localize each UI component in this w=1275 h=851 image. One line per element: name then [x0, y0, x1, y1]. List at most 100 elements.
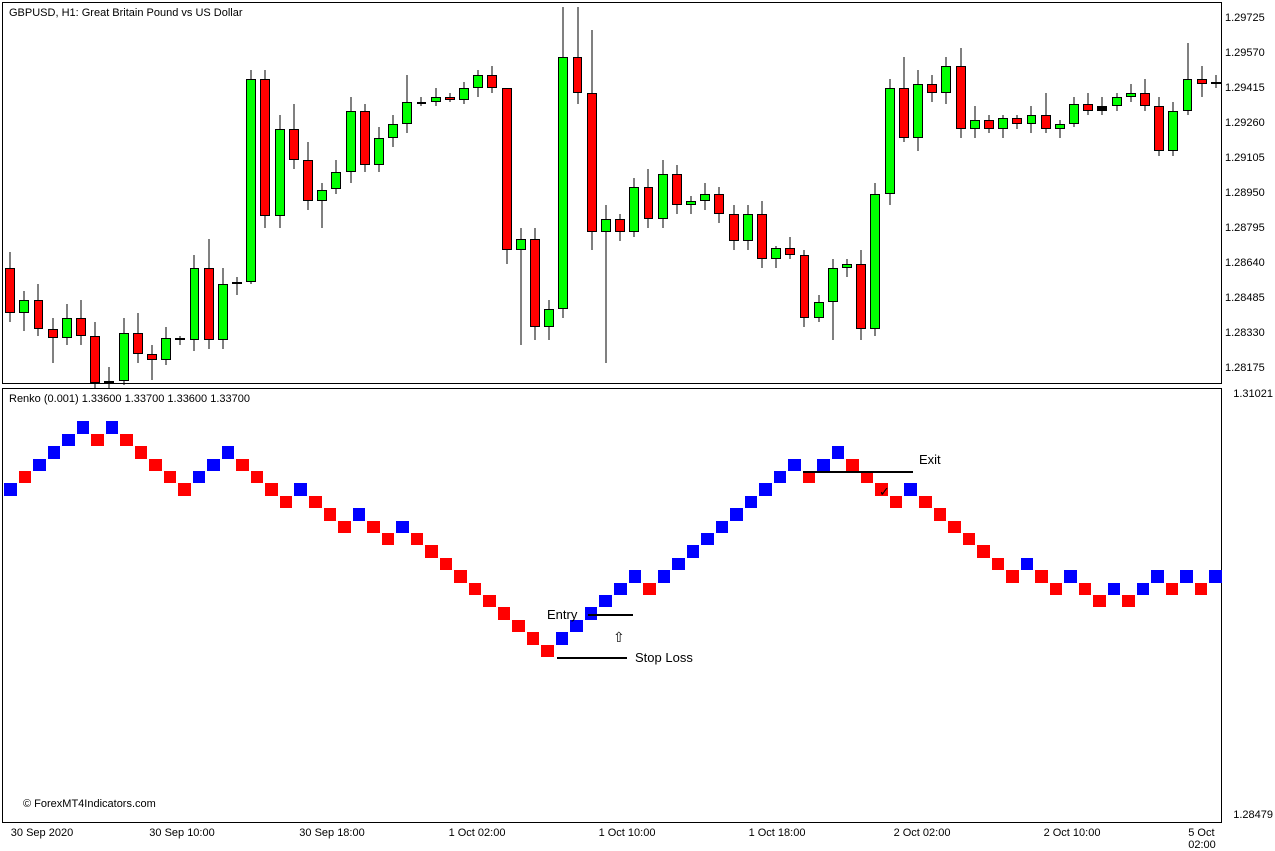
candle: [360, 3, 370, 385]
y-axis-label: 1.29570: [1225, 47, 1265, 59]
candle: [1083, 3, 1093, 385]
renko-brick: [251, 471, 264, 483]
candle: [5, 3, 15, 385]
renko-brick: [236, 459, 249, 471]
candle: [870, 3, 880, 385]
renko-brick: [1079, 583, 1092, 595]
renko-brick: [701, 533, 714, 545]
renko-brick: [178, 483, 191, 495]
candle: [19, 3, 29, 385]
renko-brick: [338, 521, 351, 533]
candle: [1055, 3, 1065, 385]
y-axis-label: 1.29415: [1225, 82, 1265, 94]
renko-brick: [1035, 570, 1048, 582]
candle: [984, 3, 994, 385]
renko-brick: [817, 459, 830, 471]
candle: [842, 3, 852, 385]
renko-brick: [963, 533, 976, 545]
candle: [90, 3, 100, 385]
renko-brick: [527, 632, 540, 644]
renko-brick: [1166, 583, 1179, 595]
renko-brick: [687, 545, 700, 557]
candle: [1197, 3, 1207, 385]
candle: [544, 3, 554, 385]
candle: [175, 3, 185, 385]
renko-brick: [1108, 583, 1121, 595]
renko-ylabel-bottom: 1.28479: [1233, 809, 1273, 821]
x-axis: 30 Sep 202030 Sep 10:0030 Sep 18:001 Oct…: [2, 825, 1222, 845]
renko-brick: [4, 483, 17, 495]
x-axis-label: 5 Oct 02:00: [1188, 827, 1216, 851]
renko-brick: [541, 645, 554, 657]
entry-label: Entry: [547, 607, 577, 622]
stoploss-label: Stop Loss: [635, 650, 693, 665]
x-axis-label: 30 Sep 18:00: [299, 827, 364, 839]
y-axis-label: 1.29105: [1225, 152, 1265, 164]
candle: [260, 3, 270, 385]
renko-brick: [1195, 583, 1208, 595]
candle: [1154, 3, 1164, 385]
renko-brick: [832, 446, 845, 458]
renko-brick: [135, 446, 148, 458]
candle: [1183, 3, 1193, 385]
candle: [76, 3, 86, 385]
y-axis-label: 1.28795: [1225, 222, 1265, 234]
candle: [573, 3, 583, 385]
candle: [615, 3, 625, 385]
candle: [1140, 3, 1150, 385]
renko-brick: [759, 483, 772, 495]
renko-brick: [324, 508, 337, 520]
renko-brick: [62, 434, 75, 446]
upper-y-axis: 1.297251.295701.294151.292601.291051.289…: [1223, 3, 1273, 383]
candle: [275, 3, 285, 385]
candle: [729, 3, 739, 385]
renko-brick: [1180, 570, 1193, 582]
candle: [331, 3, 341, 385]
renko-brick: [716, 521, 729, 533]
y-axis-label: 1.28640: [1225, 257, 1265, 269]
candle: [530, 3, 540, 385]
renko-brick: [614, 583, 627, 595]
candle: [629, 3, 639, 385]
candle: [700, 3, 710, 385]
candle: [346, 3, 356, 385]
renko-brick: [367, 521, 380, 533]
candle: [913, 3, 923, 385]
candle: [672, 3, 682, 385]
renko-brick: [1064, 570, 1077, 582]
candle: [998, 3, 1008, 385]
candle: [303, 3, 313, 385]
y-axis-label: 1.29725: [1225, 12, 1265, 24]
y-axis-label: 1.28330: [1225, 327, 1265, 339]
renko-brick: [454, 570, 467, 582]
candle: [218, 3, 228, 385]
renko-brick: [643, 583, 656, 595]
arrow-up-icon: ⇧: [613, 629, 625, 646]
candle: [459, 3, 469, 385]
candle: [204, 3, 214, 385]
candle: [601, 3, 611, 385]
y-axis-label: 1.28485: [1225, 292, 1265, 304]
candle: [800, 3, 810, 385]
renko-brick: [977, 545, 990, 557]
renko-brick: [1209, 570, 1222, 582]
candle: [941, 3, 951, 385]
candlestick-chart[interactable]: GBPUSD, H1: Great Britain Pound vs US Do…: [2, 2, 1222, 384]
renko-brick: [91, 434, 104, 446]
renko-brick: [353, 508, 366, 520]
renko-chart[interactable]: Renko (0.001) 1.33600 1.33700 1.33600 1.…: [2, 388, 1222, 823]
renko-brick: [164, 471, 177, 483]
candle: [487, 3, 497, 385]
renko-brick: [904, 483, 917, 495]
exit-line: [803, 471, 913, 473]
candle: [289, 3, 299, 385]
renko-brick: [469, 583, 482, 595]
candle: [658, 3, 668, 385]
renko-brick: [106, 421, 119, 433]
candle: [771, 3, 781, 385]
renko-brick: [556, 632, 569, 644]
renko-title: Renko (0.001) 1.33600 1.33700 1.33600 1.…: [9, 393, 250, 405]
renko-brick: [1151, 570, 1164, 582]
candle: [927, 3, 937, 385]
candle: [119, 3, 129, 385]
